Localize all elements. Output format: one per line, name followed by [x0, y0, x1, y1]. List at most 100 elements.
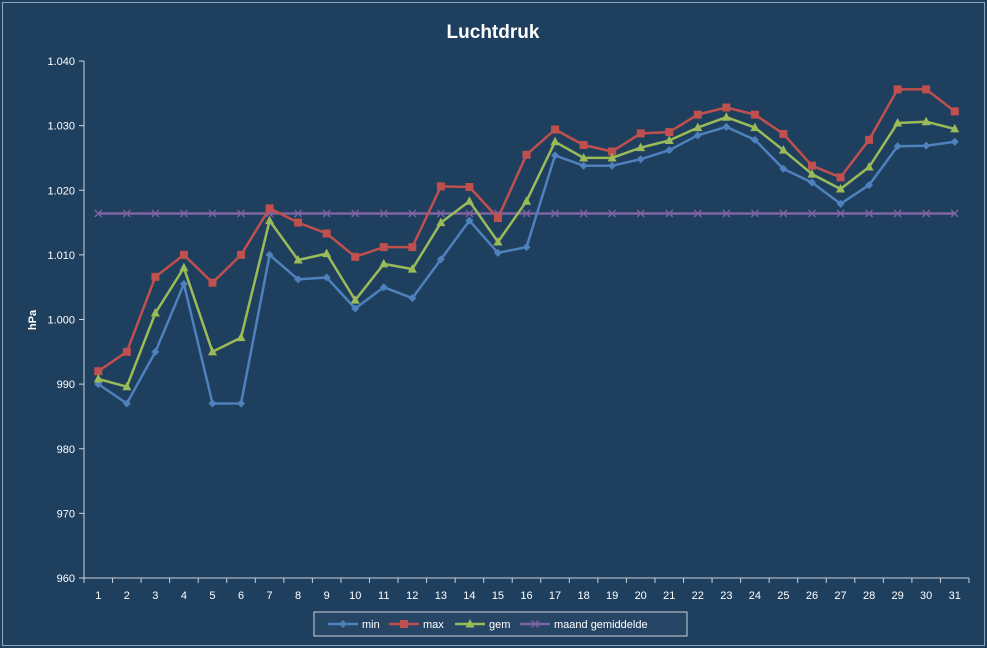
legend-entry-gem: gem: [455, 619, 510, 631]
data-point-gem: [207, 346, 217, 356]
data-point-gem: [265, 215, 275, 225]
y-tick-label: 1.000: [47, 315, 75, 327]
x-tick-label: 19: [606, 590, 618, 602]
x-tick-label: 26: [806, 590, 818, 602]
data-point-maand-gemiddelde: [865, 209, 874, 218]
data-point-min: [408, 294, 417, 303]
data-point-gem: [379, 258, 389, 268]
data-point-max: [551, 125, 560, 134]
data-point-gem: [950, 123, 960, 133]
y-tick-label: 990: [57, 379, 75, 391]
data-point-max: [436, 182, 445, 191]
x-tick-label: 2: [124, 590, 130, 602]
y-tick-label: 1.040: [47, 56, 75, 68]
legend-swatch-marker: [465, 619, 475, 628]
data-point-max: [265, 204, 274, 213]
legend-swatch-marker: [339, 620, 347, 628]
data-point-min: [122, 399, 131, 408]
legend-entry-min: min: [328, 619, 380, 631]
data-point-min: [579, 161, 588, 170]
data-point-gem: [921, 116, 931, 126]
data-point-gem: [436, 217, 446, 227]
data-point-maand-gemiddelde: [294, 209, 303, 218]
chart-title: Luchtdruk: [447, 22, 540, 43]
data-point-min: [779, 164, 788, 173]
series-max: [94, 85, 959, 376]
data-point-min: [351, 304, 360, 313]
data-point-maand-gemiddelde: [208, 209, 217, 218]
data-point-maand-gemiddelde: [950, 209, 959, 218]
data-point-maand-gemiddelde: [665, 209, 674, 218]
x-tick-label: 3: [152, 590, 158, 602]
data-point-max: [950, 107, 959, 116]
legend-label: min: [362, 619, 380, 631]
x-tick-label: 27: [834, 590, 846, 602]
data-point-min: [237, 399, 246, 408]
data-point-gem: [93, 373, 103, 383]
data-point-gem: [893, 118, 903, 127]
data-point-maand-gemiddelde: [836, 209, 845, 218]
data-point-gem: [493, 236, 503, 246]
data-point-gem: [693, 122, 703, 132]
data-point-gem: [522, 196, 531, 205]
data-point-maand-gemiddelde: [922, 209, 931, 218]
data-point-max: [465, 183, 474, 192]
x-tick-label: 9: [324, 590, 330, 602]
data-point-min: [722, 122, 731, 131]
data-point-maand-gemiddelde: [579, 209, 588, 218]
x-tick-label: 12: [406, 590, 418, 602]
series-layer: [93, 85, 960, 408]
data-point-maand-gemiddelde: [551, 209, 560, 218]
data-point-min: [436, 255, 445, 264]
data-point-min: [750, 135, 759, 144]
data-point-min: [465, 216, 474, 225]
data-point-max: [636, 129, 645, 138]
data-point-max: [922, 85, 931, 94]
data-point-maand-gemiddelde: [893, 209, 902, 218]
data-point-min: [693, 131, 702, 140]
data-point-max: [722, 103, 731, 112]
x-tick-label: 30: [920, 590, 932, 602]
x-tick-label: 14: [463, 590, 475, 602]
data-point-max: [208, 278, 217, 287]
series-gem: [93, 112, 960, 391]
data-point-min: [865, 181, 874, 190]
data-point-max: [693, 110, 702, 119]
y-tick-label: 1.030: [47, 121, 75, 133]
data-point-gem: [322, 248, 332, 258]
legend: min max gem maand gemiddelde: [313, 611, 688, 637]
data-point-maand-gemiddelde: [779, 209, 788, 218]
data-point-max: [893, 85, 902, 94]
data-point-maand-gemiddelde: [379, 209, 388, 218]
series-maand-gemiddelde: [94, 209, 959, 218]
data-point-max: [379, 243, 388, 252]
data-point-max: [836, 173, 845, 182]
data-point-gem: [293, 255, 303, 264]
data-point-max: [351, 252, 360, 261]
data-point-maand-gemiddelde: [522, 209, 531, 218]
x-tick-label: 15: [492, 590, 504, 602]
data-point-max: [151, 272, 160, 281]
data-point-maand-gemiddelde: [94, 209, 103, 218]
x-tick-label: 5: [209, 590, 215, 602]
legend-label: max: [423, 619, 444, 631]
legend-entry-max: max: [389, 619, 444, 631]
data-point-gem: [150, 308, 160, 317]
data-point-gem: [607, 152, 617, 162]
data-point-gem: [464, 196, 474, 205]
data-point-max: [865, 135, 874, 144]
data-point-min: [950, 137, 959, 146]
data-point-max: [408, 243, 417, 252]
data-point-maand-gemiddelde: [608, 209, 617, 218]
legend-entry-maand-gemiddelde: maand gemiddelde: [520, 619, 648, 631]
legend-swatch-marker: [531, 620, 539, 628]
data-point-min: [294, 275, 303, 284]
x-tick-label: 7: [267, 590, 273, 602]
x-tick-label: 20: [635, 590, 647, 602]
x-tick-label: 24: [749, 590, 761, 602]
data-point-min: [836, 199, 845, 208]
y-tick-label: 960: [57, 573, 75, 585]
x-tick-label: 1: [95, 590, 101, 602]
data-point-max: [237, 250, 246, 259]
